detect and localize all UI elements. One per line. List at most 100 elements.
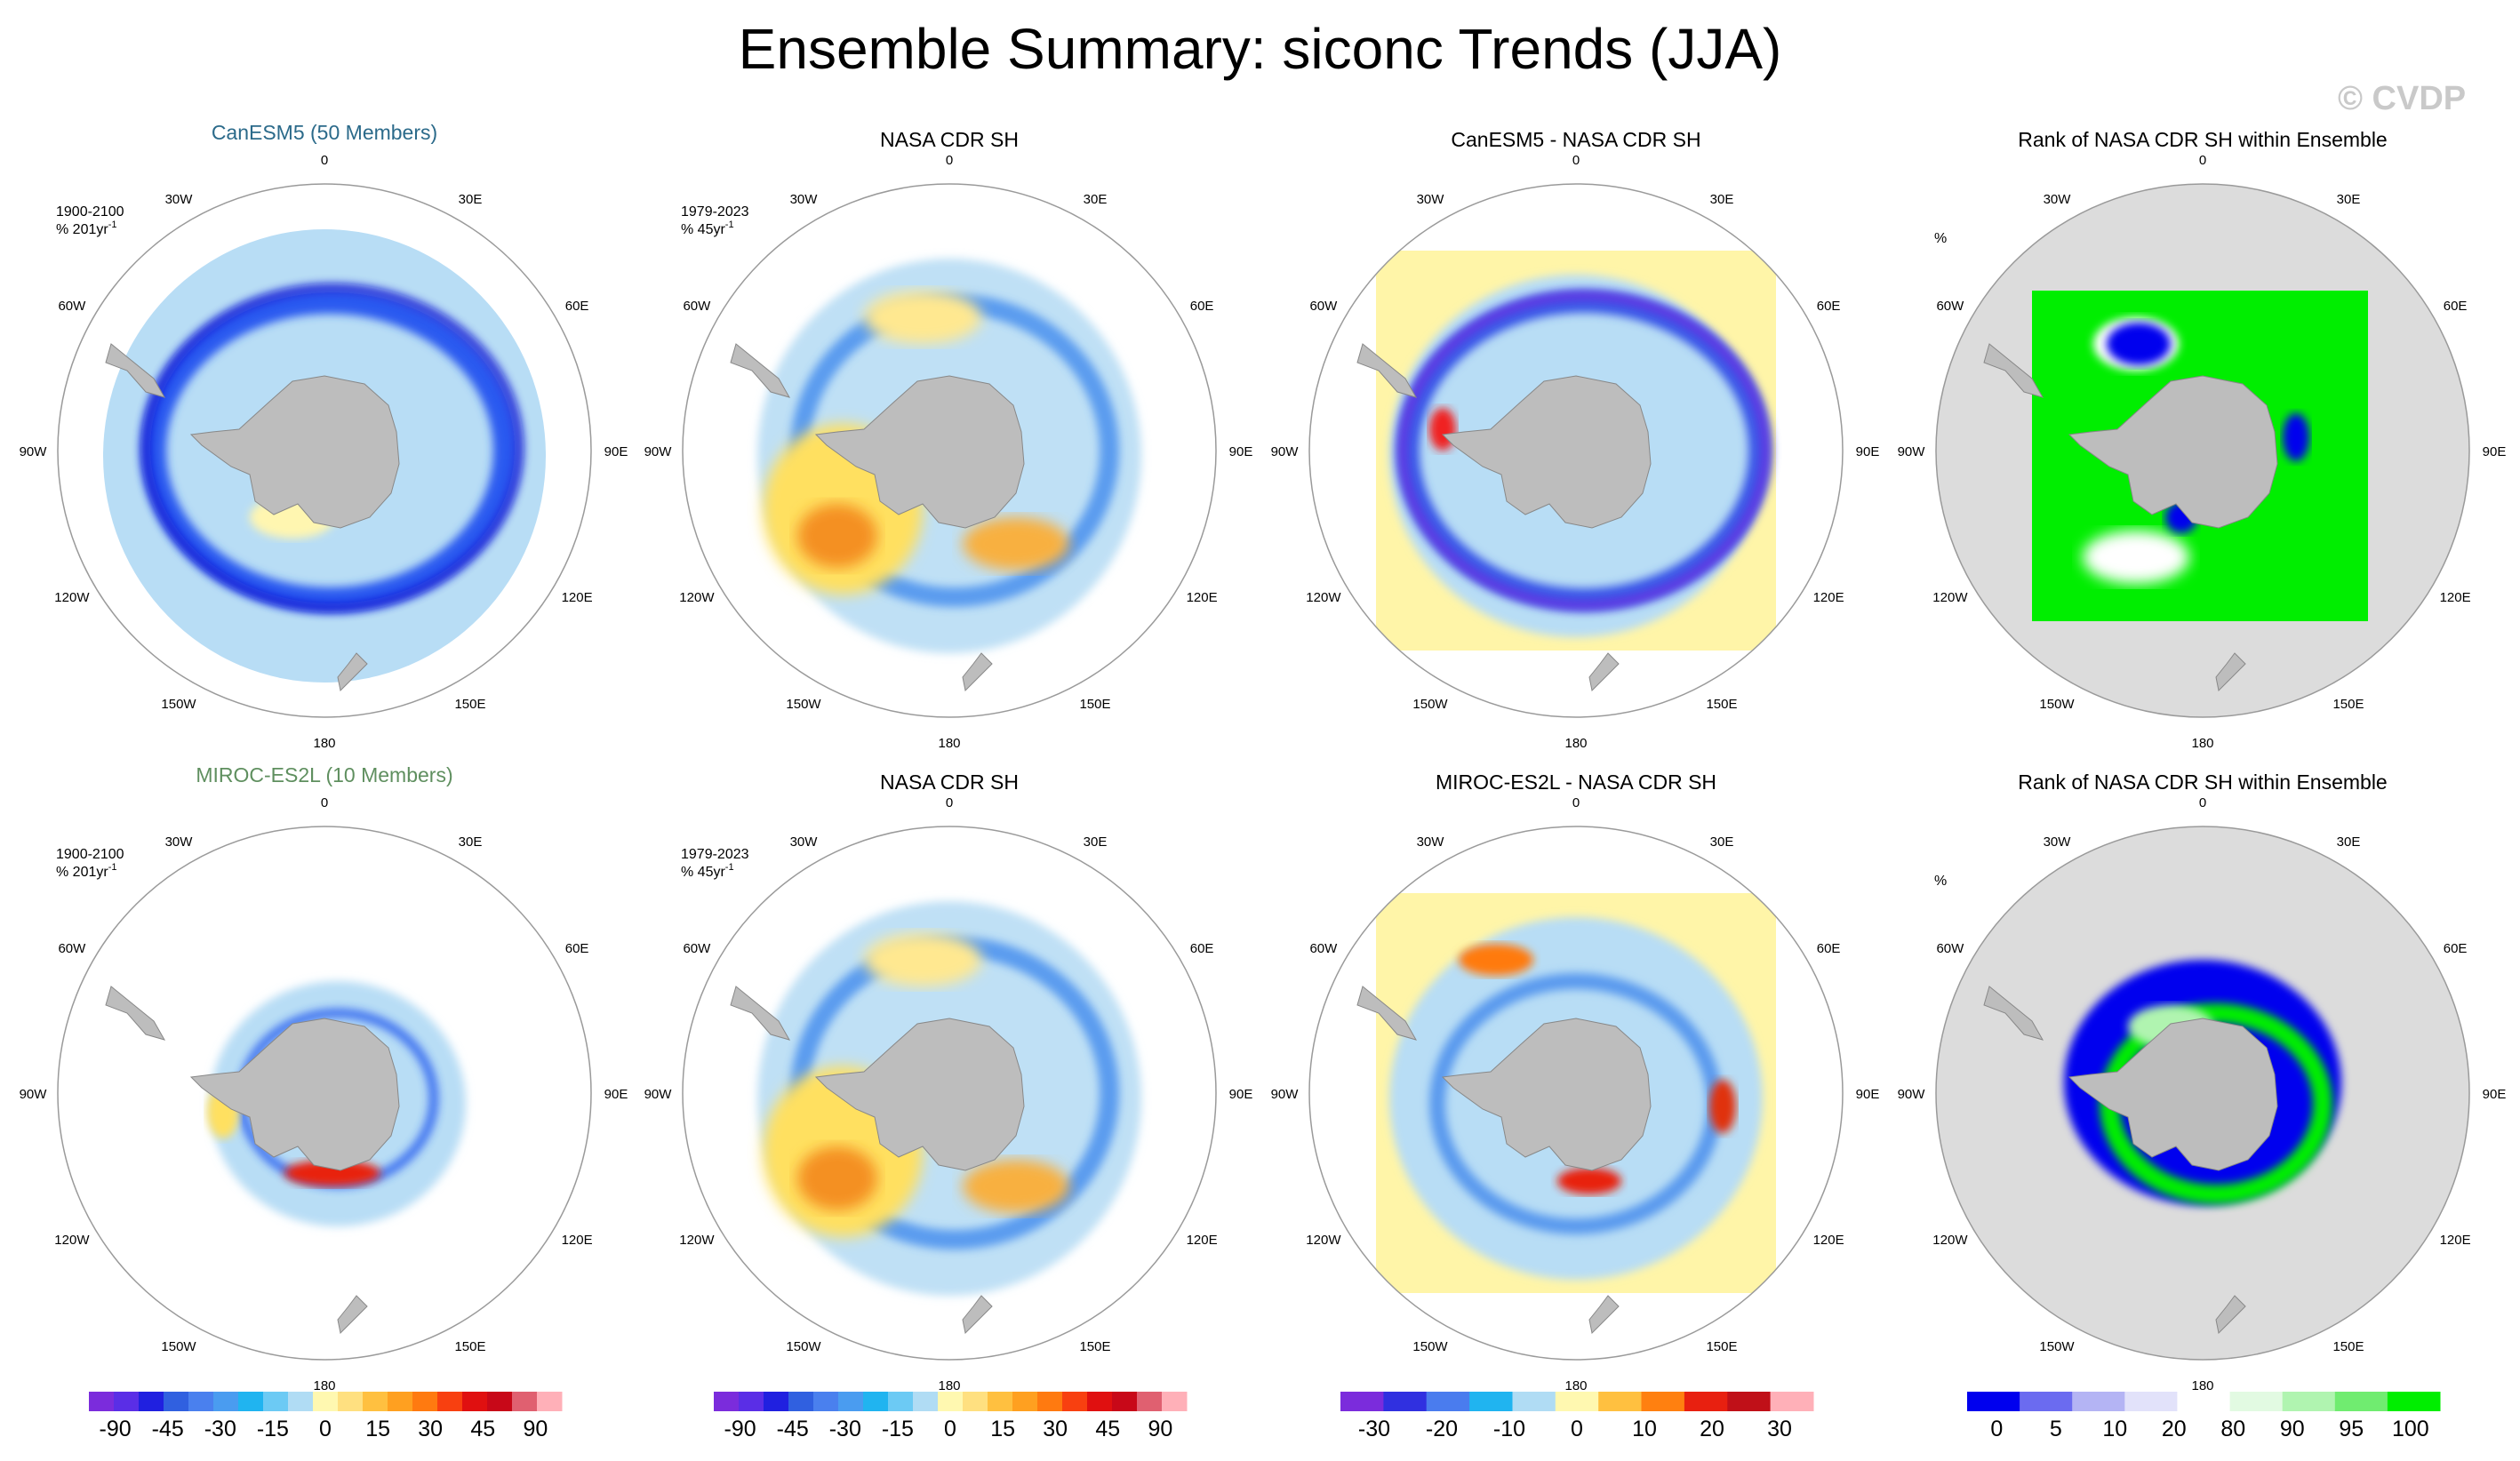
colorbar-label: 30 bbox=[418, 1417, 443, 1441]
colorbar-label: 20 bbox=[2162, 1417, 2187, 1441]
colorbar-swatch bbox=[2177, 1392, 2230, 1411]
map-boundary bbox=[57, 183, 592, 718]
colorbar-swatch bbox=[114, 1392, 140, 1411]
units-label: % bbox=[1934, 231, 1947, 246]
longitude-label: 60W bbox=[1309, 941, 1338, 956]
period-label: 1979-2023 bbox=[681, 204, 749, 220]
period-label: 1900-2100 bbox=[56, 204, 124, 220]
longitude-label: 150W bbox=[786, 1339, 821, 1354]
positive-difference-patch bbox=[1459, 944, 1533, 976]
colorbar-swatch bbox=[2229, 1392, 2284, 1411]
colorbar-label: 100 bbox=[2392, 1417, 2429, 1441]
south-america-landmass bbox=[1983, 343, 2044, 398]
negative-difference-band bbox=[1396, 290, 1772, 611]
colorbar-swatch bbox=[388, 1392, 413, 1411]
longitude-label: 180 bbox=[313, 736, 335, 751]
colorbar-swatch bbox=[1162, 1392, 1188, 1411]
longitude-label: 60E bbox=[565, 941, 589, 956]
new-zealand-landmass bbox=[2215, 652, 2246, 692]
colorbar-swatch bbox=[1012, 1392, 1038, 1411]
longitude-label: 0 bbox=[1572, 795, 1580, 810]
longitude-label: 60E bbox=[1190, 941, 1214, 956]
colorbar-swatch bbox=[1037, 1392, 1063, 1411]
panel-title: NASA CDR SH bbox=[880, 128, 1019, 151]
colorbar-label: 0 bbox=[1571, 1417, 1583, 1441]
map-panel-rank: Rank of NASA CDR SH within Ensemble 0 30E 6… bbox=[1898, 128, 2507, 751]
colorbar-swatch bbox=[139, 1392, 164, 1411]
colorbar-swatch bbox=[512, 1392, 538, 1411]
south-america-landmass bbox=[105, 343, 166, 398]
colorbar-swatch bbox=[412, 1392, 438, 1411]
colorbar-swatch bbox=[838, 1392, 864, 1411]
longitude-label: 180 bbox=[313, 1378, 335, 1393]
map-field bbox=[1356, 893, 1776, 1335]
colorbar-swatch bbox=[913, 1392, 939, 1411]
units-label: % 201yr-1 bbox=[56, 862, 116, 880]
longitude-label: 180 bbox=[1564, 736, 1587, 751]
longitude-label: 120E bbox=[2440, 590, 2471, 605]
longitude-label: 90W bbox=[1271, 444, 1300, 459]
panel-title: CanESM5 - NASA CDR SH bbox=[1451, 128, 1700, 151]
longitude-label: 60W bbox=[58, 299, 86, 314]
longitude-label: 60W bbox=[1936, 941, 1964, 956]
colorbar: -30 -20 -10 0 10 20 30 bbox=[1340, 1392, 1814, 1441]
longitude-label: 90E bbox=[1856, 1087, 1880, 1102]
longitude-label: 30W bbox=[2044, 192, 2072, 207]
map-boundary bbox=[57, 826, 592, 1361]
longitude-label: 60E bbox=[1817, 299, 1841, 314]
new-zealand-landmass bbox=[2215, 1295, 2246, 1335]
antarctica-landmass bbox=[814, 1018, 1025, 1171]
colorbar-swatch bbox=[1137, 1392, 1163, 1411]
longitude-label: 120W bbox=[54, 1233, 90, 1248]
rank-mid-region bbox=[2083, 531, 2189, 584]
colorbar-swatch bbox=[938, 1392, 964, 1411]
longitude-label: 90W bbox=[20, 444, 48, 459]
panel-title: NASA CDR SH bbox=[880, 770, 1019, 794]
colorbar-label: -15 bbox=[257, 1417, 289, 1441]
longitude-label: 120E bbox=[1813, 590, 1844, 605]
map-field bbox=[730, 259, 1141, 692]
colorbar-swatch bbox=[739, 1392, 764, 1411]
longitude-label: 90E bbox=[1229, 444, 1253, 459]
longitude-label: 180 bbox=[938, 736, 960, 751]
map-boundary bbox=[1308, 826, 1844, 1361]
period-label: 1900-2100 bbox=[56, 847, 124, 862]
colorbar-swatch bbox=[2334, 1392, 2388, 1411]
longitude-label: 0 bbox=[2199, 153, 2206, 168]
longitude-label: 90W bbox=[1898, 1087, 1926, 1102]
colorbar-label: 10 bbox=[1632, 1417, 1657, 1441]
units-label: % bbox=[1934, 874, 1947, 889]
longitude-label: 90W bbox=[20, 1087, 48, 1102]
longitude-label: 180 bbox=[2191, 736, 2213, 751]
south-america-landmass bbox=[105, 986, 166, 1041]
antarctica-landmass bbox=[189, 1018, 400, 1171]
south-america-landmass bbox=[1356, 986, 1418, 1041]
longitude-label: 180 bbox=[2191, 1378, 2213, 1393]
map-panel-model: CanESM5 (50 Members) 0 30E 60E 90E 120E 150E 18… bbox=[20, 121, 628, 751]
colorbar-swatch bbox=[238, 1392, 264, 1411]
colorbar-swatch bbox=[988, 1392, 1013, 1411]
positive-trend-patch bbox=[864, 291, 981, 344]
longitude-label: 90E bbox=[604, 1087, 628, 1102]
new-zealand-landmass bbox=[337, 652, 368, 692]
panel-title: MIROC-ES2L (10 Members) bbox=[196, 763, 452, 786]
colorbar-label: -20 bbox=[1426, 1417, 1458, 1441]
longitude-label: 120W bbox=[1932, 590, 1968, 605]
colorbar-swatch bbox=[1555, 1392, 1599, 1411]
period-label: 1979-2023 bbox=[681, 847, 749, 862]
longitude-label: 90W bbox=[1898, 444, 1926, 459]
strong-positive-trend bbox=[797, 1146, 877, 1210]
map-boundary bbox=[1935, 826, 2470, 1361]
new-zealand-landmass bbox=[962, 652, 993, 692]
colorbar-label: 95 bbox=[2339, 1417, 2364, 1441]
map-field bbox=[1356, 251, 1776, 692]
colorbar-swatch bbox=[1684, 1392, 1728, 1411]
colorbar-label: 30 bbox=[1043, 1417, 1068, 1441]
longitude-label: 150W bbox=[1412, 697, 1448, 712]
new-zealand-landmass bbox=[1588, 652, 1620, 692]
longitude-label: 90E bbox=[1229, 1087, 1253, 1102]
colorbar-swatch bbox=[188, 1392, 214, 1411]
colorbar-label: 80 bbox=[2220, 1417, 2245, 1441]
colorbar-label: 45 bbox=[1095, 1417, 1120, 1441]
